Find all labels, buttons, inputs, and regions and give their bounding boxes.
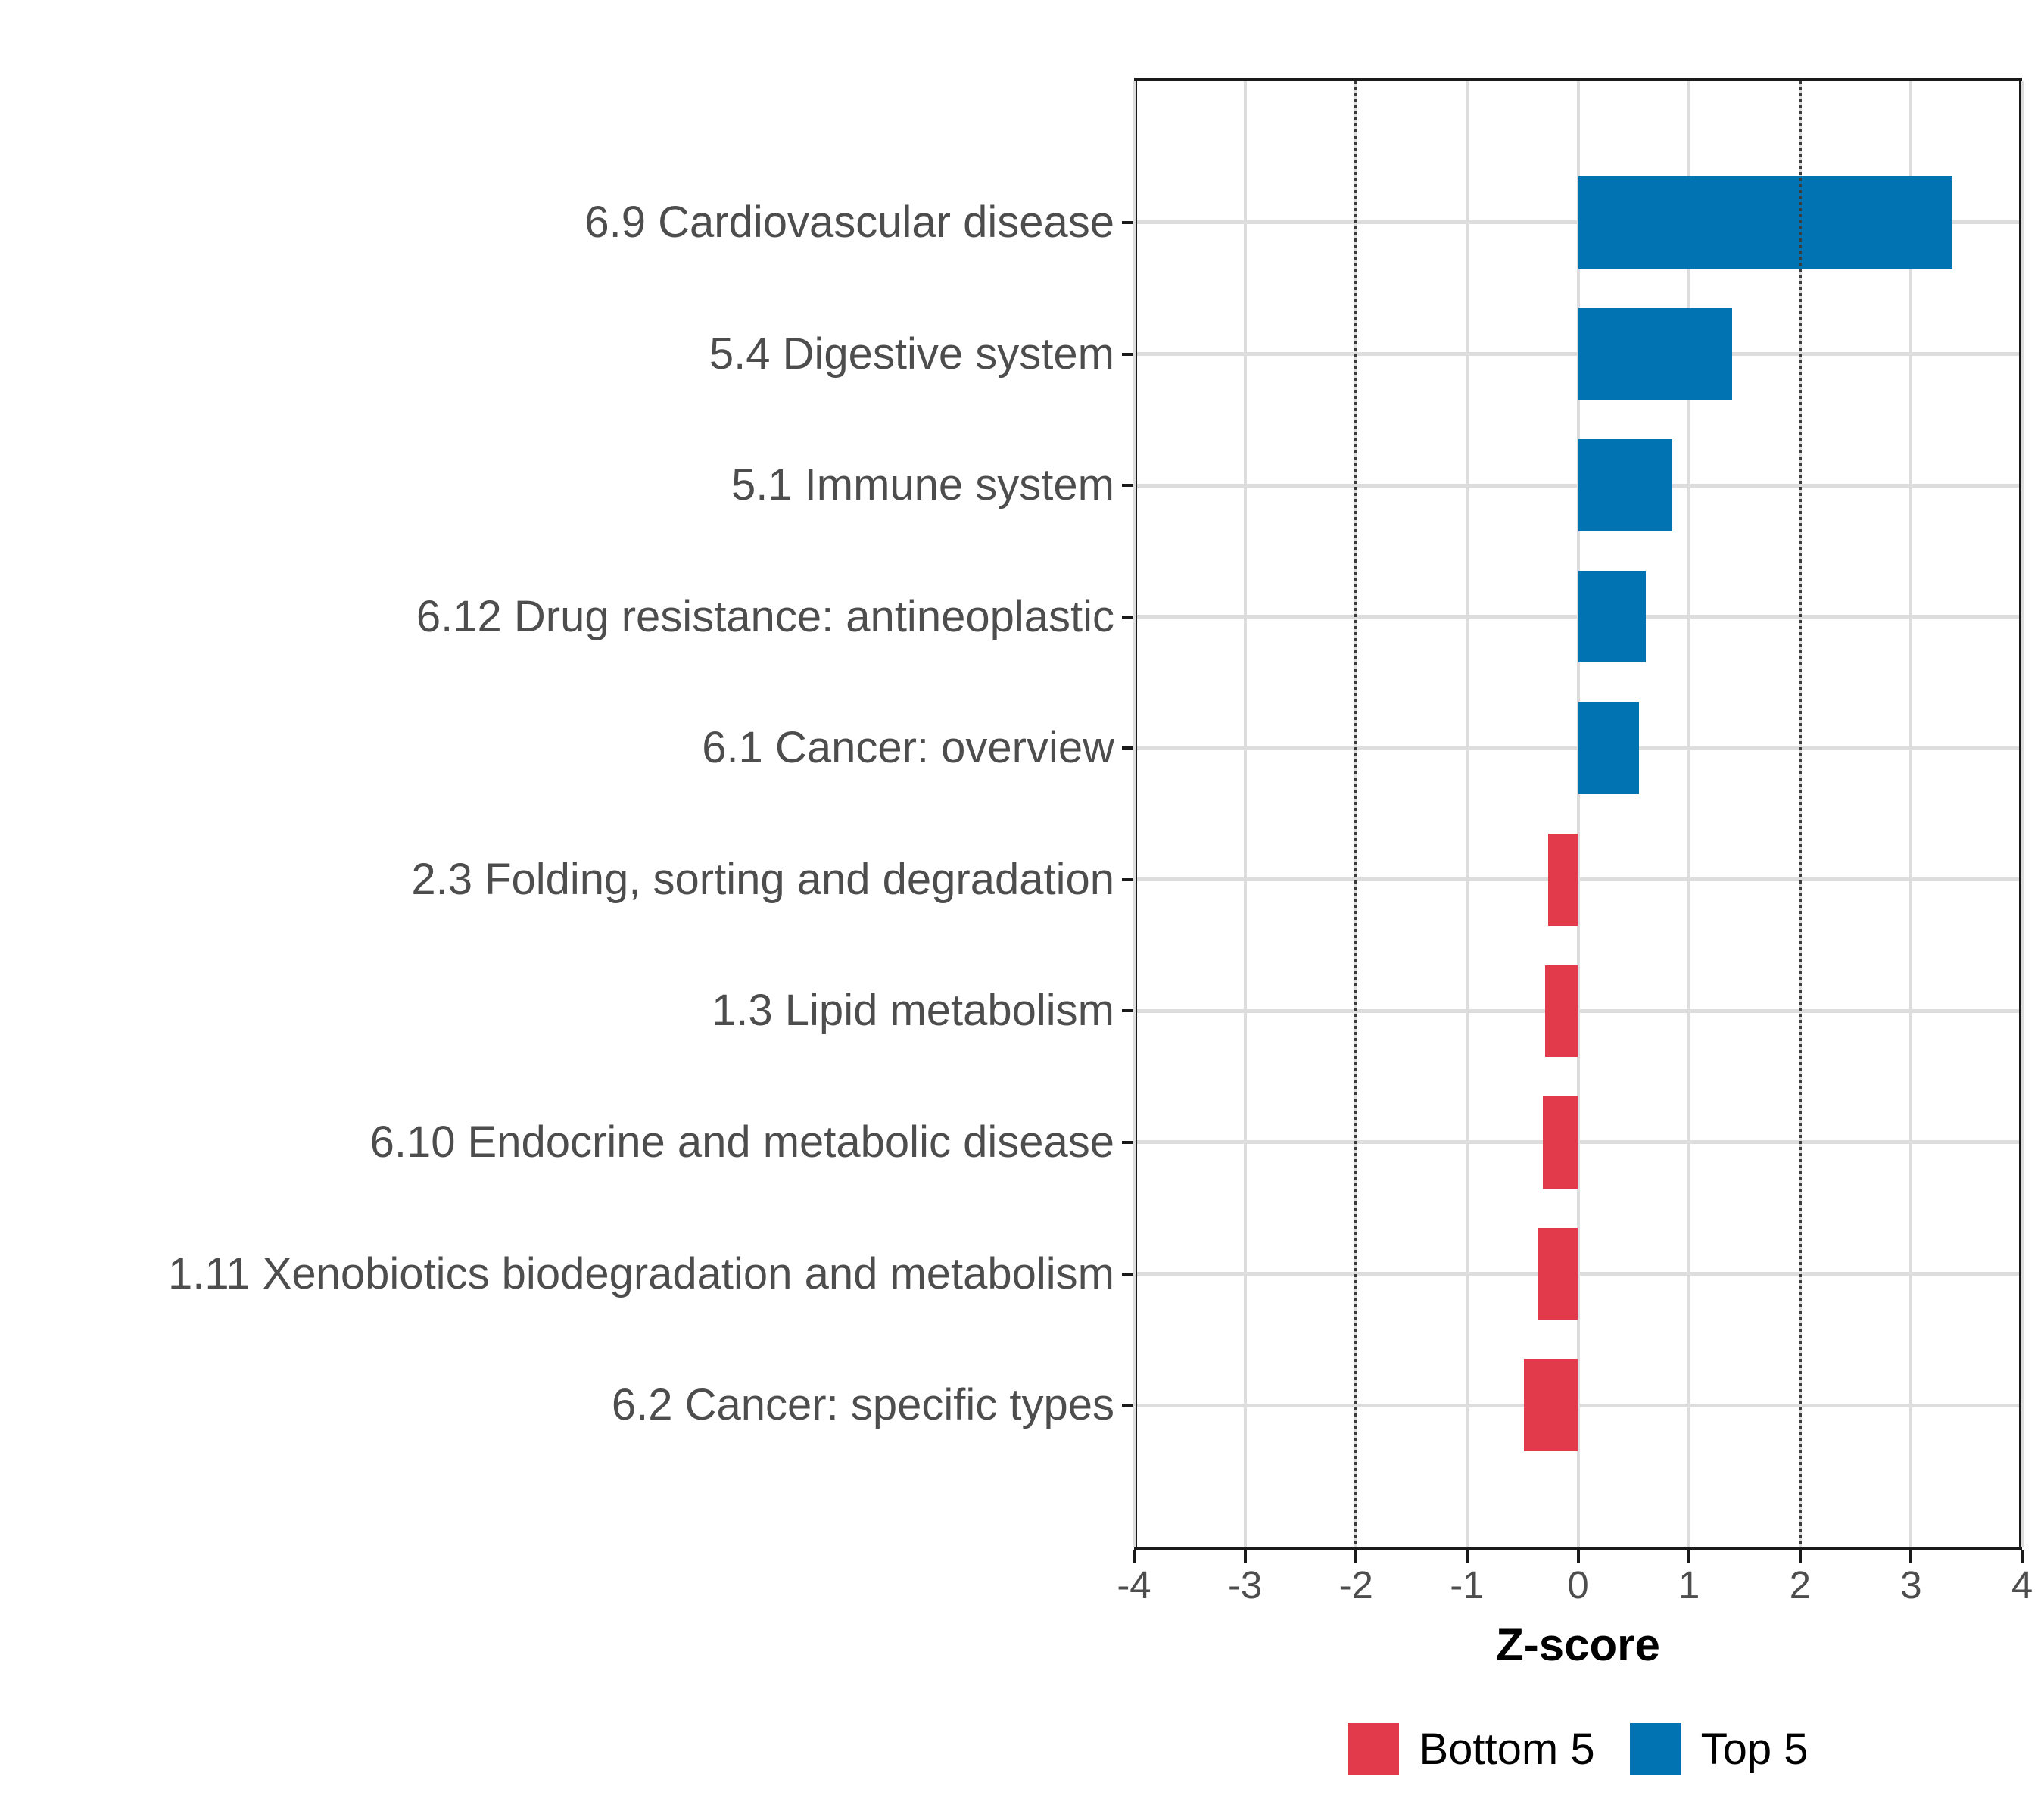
y-tick bbox=[1122, 615, 1133, 619]
gridline-vertical bbox=[1687, 81, 1691, 1547]
bar-top5 bbox=[1578, 702, 1640, 794]
x-tick bbox=[1798, 1550, 1802, 1563]
x-axis-title: Z-score bbox=[1496, 1619, 1660, 1670]
gridline-vertical bbox=[1576, 81, 1580, 1547]
bar-bottom5 bbox=[1523, 1359, 1578, 1451]
legend-entry-top5: Top 5 bbox=[1629, 1723, 1809, 1775]
y-axis-label: 2.3 Folding, sorting and degradation bbox=[411, 854, 1114, 904]
y-tick bbox=[1122, 1140, 1133, 1144]
y-axis-label: 6.2 Cancer: specific types bbox=[611, 1380, 1114, 1430]
bar-top5 bbox=[1578, 570, 1646, 663]
x-tick-label: -3 bbox=[1227, 1563, 1263, 1607]
y-axis-label: 6.9 Cardiovascular disease bbox=[584, 197, 1114, 247]
legend-label-bottom5: Bottom 5 bbox=[1419, 1724, 1595, 1774]
x-tick bbox=[2021, 1550, 2024, 1563]
gridline-vertical bbox=[1909, 81, 1913, 1547]
y-tick bbox=[1122, 220, 1133, 224]
x-tick-label: 4 bbox=[2011, 1563, 2033, 1607]
bar-top5 bbox=[1578, 307, 1733, 400]
gridline-vertical bbox=[1465, 81, 1469, 1547]
x-tick bbox=[1354, 1550, 1358, 1563]
bar-top5 bbox=[1578, 176, 1952, 269]
x-tick-label: -2 bbox=[1338, 1563, 1373, 1607]
bar-bottom5 bbox=[1542, 1096, 1578, 1189]
y-axis-label: 1.11 Xenobiotics biodegradation and meta… bbox=[168, 1248, 1114, 1298]
legend-swatch-top5 bbox=[1629, 1723, 1681, 1775]
legend: Bottom 5 Top 5 bbox=[1134, 1723, 2022, 1775]
x-tick bbox=[1243, 1550, 1247, 1563]
legend-entry-bottom5: Bottom 5 bbox=[1348, 1723, 1595, 1775]
bar-bottom5 bbox=[1538, 1227, 1578, 1320]
y-axis-label: 6.1 Cancer: overview bbox=[702, 723, 1114, 773]
y-tick bbox=[1122, 877, 1133, 881]
y-tick bbox=[1122, 746, 1133, 750]
legend-label-top5: Top 5 bbox=[1700, 1724, 1809, 1774]
y-axis-label: 5.4 Digestive system bbox=[709, 329, 1114, 379]
y-tick bbox=[1122, 1404, 1133, 1407]
gridline-vertical bbox=[2021, 81, 2024, 1547]
y-tick bbox=[1122, 352, 1133, 356]
reference-line bbox=[1798, 81, 1802, 1547]
x-tick-label: 3 bbox=[1900, 1563, 1922, 1607]
y-axis-label: 5.1 Immune system bbox=[731, 460, 1114, 510]
gridline-vertical bbox=[1243, 81, 1247, 1547]
x-tick-label: -1 bbox=[1450, 1563, 1485, 1607]
bar-bottom5 bbox=[1544, 965, 1578, 1058]
x-tick bbox=[1133, 1550, 1136, 1563]
y-axis-label: 1.3 Lipid metabolism bbox=[712, 986, 1114, 1036]
x-tick-label: 0 bbox=[1567, 1563, 1589, 1607]
gridline-vertical bbox=[1133, 81, 1136, 1547]
x-tick bbox=[1465, 1550, 1469, 1563]
y-axis-label: 6.12 Drug resistance: antineoplastic bbox=[416, 591, 1114, 641]
x-tick bbox=[1909, 1550, 1913, 1563]
x-tick-label: 2 bbox=[1789, 1563, 1811, 1607]
y-tick bbox=[1122, 1272, 1133, 1276]
x-tick-label: 1 bbox=[1678, 1563, 1700, 1607]
y-tick bbox=[1122, 1009, 1133, 1013]
legend-swatch-bottom5 bbox=[1348, 1723, 1400, 1775]
y-axis-label: 6.10 Endocrine and metabolic disease bbox=[369, 1117, 1114, 1167]
reference-line bbox=[1354, 81, 1358, 1547]
plot-panel bbox=[1133, 78, 2024, 1550]
x-tick bbox=[1687, 1550, 1691, 1563]
x-tick bbox=[1576, 1550, 1580, 1563]
x-tick-label: -4 bbox=[1117, 1563, 1151, 1607]
bar-bottom5 bbox=[1547, 834, 1578, 926]
y-tick bbox=[1122, 484, 1133, 488]
bar-top5 bbox=[1578, 439, 1673, 531]
